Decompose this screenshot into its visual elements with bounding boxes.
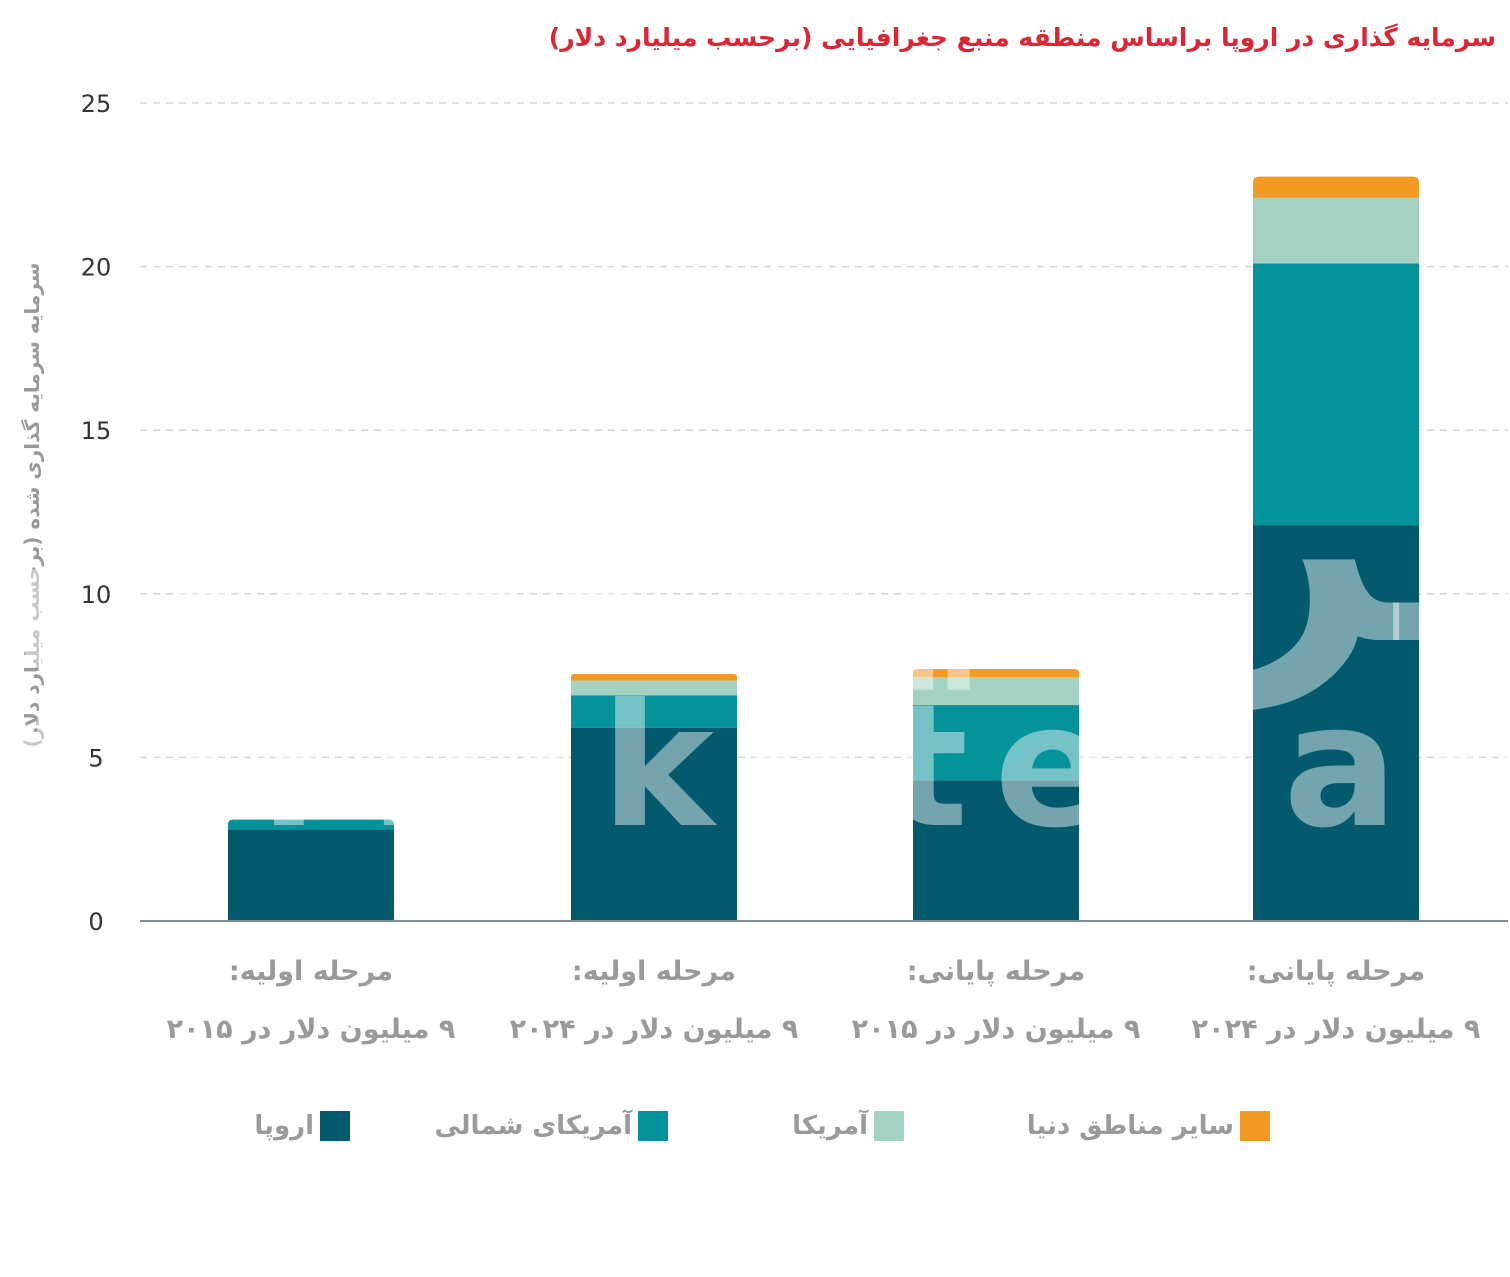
- legend-item-america: آمریکا: [792, 1106, 904, 1146]
- legend-swatch-europe: [320, 1111, 350, 1141]
- y-tick-label-5: 5: [88, 744, 103, 772]
- chart-title: سرمایه گذاری در اروپا براساس منطقه منبع …: [548, 23, 1496, 52]
- bar-chart: فرهیختگان farhikhtegan 0 5 10 15 20 25 مرحله ا…: [0, 90, 1510, 1045]
- y-tick-label-15: 15: [81, 417, 112, 445]
- bar-rest-of-world-4: [1253, 176, 1419, 198]
- bars: [228, 176, 1419, 921]
- legend-swatch-north-america: [638, 1111, 668, 1141]
- x-category-label-1-line2: ۹ میلیون دلار در ۲۰۱۵: [167, 1014, 456, 1045]
- axes: 0 5 10 15 20 25 مرحله اولیه: ۹ میلیون دلار در ۲…: [81, 90, 1508, 1045]
- legend: اروپا آمریکای شمالی آمریکا سایر مناطق دن…: [0, 1106, 1510, 1146]
- bar-rest-of-world-3: [913, 669, 1079, 678]
- legend-item-north-america: آمریکای شمالی: [434, 1106, 668, 1146]
- bar-north-america-3: [913, 705, 1079, 781]
- bar-europe-2: [571, 727, 737, 921]
- legend-label-north-america: آمریکای شمالی: [434, 1111, 632, 1141]
- watermark: فرهیختگان farhikhtegan: [0, 362, 1510, 866]
- watermark-latin: farhikhtegan: [19, 668, 1510, 866]
- bar-north-america-4: [1253, 263, 1419, 526]
- legend-label-america: آمریکا: [792, 1111, 868, 1141]
- x-category-label-2-line1: مرحله اولیه:: [572, 956, 736, 987]
- x-category-label-4-line2: ۹ میلیون دلار در ۲۰۲۴: [1192, 1014, 1481, 1045]
- bar-north-america-2: [571, 695, 737, 728]
- legend-label-rest-of-world: سایر مناطق دنیا: [1026, 1111, 1234, 1141]
- bar-north-america-1: [228, 819, 394, 830]
- x-category-label-4-line1: مرحله پایانی:: [1247, 956, 1426, 987]
- bar-europe-3: [913, 780, 1079, 921]
- bar-europe-1: [228, 829, 394, 921]
- gridlines: [140, 102, 1508, 759]
- bar-america-4: [1253, 197, 1419, 264]
- legend-label-europe: اروپا: [254, 1111, 314, 1141]
- x-category-label-2-line2: ۹ میلیون دلار در ۲۰۲۴: [510, 1014, 799, 1045]
- legend-item-europe: اروپا: [254, 1106, 350, 1146]
- y-tick-label-20: 20: [81, 254, 112, 282]
- legend-swatch-rest-of-world: [1240, 1111, 1270, 1141]
- x-category-label-3-line2: ۹ میلیون دلار در ۲۰۱۵: [852, 1014, 1141, 1045]
- bar-europe-4: [1253, 525, 1419, 921]
- legend-item-rest-of-world: سایر مناطق دنیا: [1027, 1106, 1270, 1146]
- bar-america-3: [913, 677, 1079, 706]
- y-tick-label-0: 0: [88, 908, 103, 936]
- x-category-label-1-line1: مرحله اولیه:: [229, 956, 393, 987]
- watermark-persian: فرهیختگان: [0, 362, 1510, 715]
- bar-rest-of-world-2: [571, 673, 737, 681]
- x-category-label-3-line1: مرحله پایانی:: [907, 956, 1086, 987]
- legend-swatch-america: [874, 1111, 904, 1141]
- bar-america-2: [571, 680, 737, 696]
- y-tick-label-25: 25: [81, 90, 112, 118]
- y-tick-label-10: 10: [81, 581, 112, 609]
